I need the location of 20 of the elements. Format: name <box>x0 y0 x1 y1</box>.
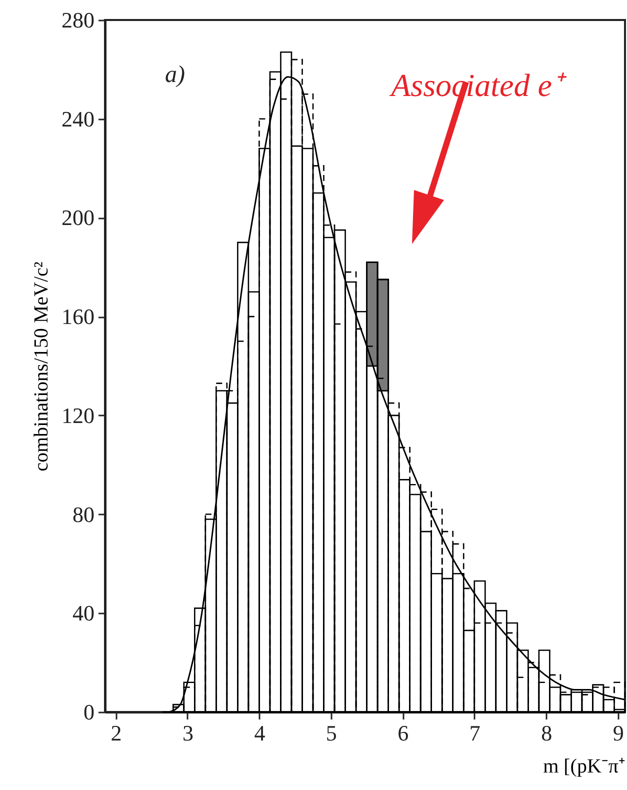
y-tick-label: 120 <box>62 402 94 428</box>
y-axis-title: combinations/150 MeV/c² <box>30 262 52 472</box>
y-tick-label: 160 <box>62 304 94 330</box>
x-tick-label: 6 <box>398 720 409 746</box>
y-tick-label: 0 <box>84 700 94 724</box>
y-tick-label: 40 <box>72 600 94 626</box>
x-tick-label: 4 <box>254 720 266 746</box>
x-tick-label: 8 <box>541 720 552 746</box>
y-tick-label: 280 <box>62 8 94 32</box>
x-tick-label: 5 <box>326 720 337 746</box>
y-tick-label: 200 <box>62 205 94 230</box>
annotation: Associated e⁺ <box>389 67 567 103</box>
x-tick-label: 9 <box>612 720 624 746</box>
annotation: a) <box>165 62 185 88</box>
x-axis-title: m [(pK⁻π⁺ <box>543 756 626 778</box>
x-tick-label: 7 <box>469 720 480 746</box>
x-tick-label: 2 <box>110 720 122 746</box>
y-tick-label: 80 <box>72 502 94 527</box>
x-tick-label: 3 <box>182 720 194 746</box>
y-tick-label: 240 <box>62 106 94 132</box>
